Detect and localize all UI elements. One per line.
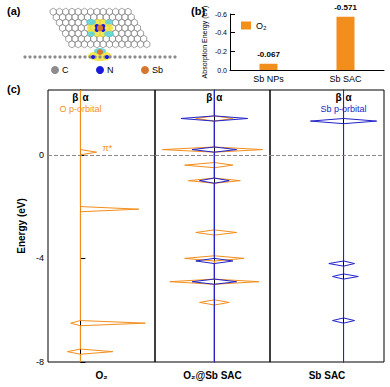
svg-text:α: α [82,92,89,103]
svg-text:-4: -4 [36,253,44,263]
svg-text:0.0: 0.0 [217,67,227,74]
svg-text:-0.2: -0.2 [215,48,227,55]
svg-text:-0.571: -0.571 [334,3,357,12]
svg-text:-0.067: -0.067 [257,50,280,59]
svg-text:Sb SAC: Sb SAC [309,370,346,381]
svg-text:C: C [62,65,69,75]
svg-text:Energy (eV): Energy (eV) [16,198,27,254]
svg-text:(b): (b) [191,5,205,17]
svg-text:(a): (a) [7,5,21,17]
svg-text:β: β [72,92,78,103]
svg-text:π*: π* [102,143,112,153]
svg-text:Absorption Energy (eV): Absorption Energy (eV) [201,6,209,79]
svg-text:β: β [206,92,212,103]
svg-text:α: α [216,92,223,103]
svg-text:-8: -8 [36,357,44,367]
svg-text:-0.6: -0.6 [215,11,227,18]
svg-text:(c): (c) [7,83,21,95]
svg-text:α: α [346,92,353,103]
svg-text:O₂: O₂ [256,21,267,31]
svg-text:O p-orbital: O p-orbital [59,104,101,114]
svg-text:Sb p-orbital: Sb p-orbital [321,104,367,114]
svg-text:O₂: O₂ [95,370,107,381]
svg-text:O₂@Sb SAC: O₂@Sb SAC [183,370,242,381]
svg-text:β: β [335,92,341,103]
svg-text:0: 0 [39,150,44,160]
svg-text:Sb: Sb [152,65,163,75]
svg-text:Sb SAC: Sb SAC [329,74,362,84]
svg-text:N: N [107,65,114,75]
svg-text:-0.4: -0.4 [215,29,227,36]
svg-text:Sb NPs: Sb NPs [253,74,284,84]
